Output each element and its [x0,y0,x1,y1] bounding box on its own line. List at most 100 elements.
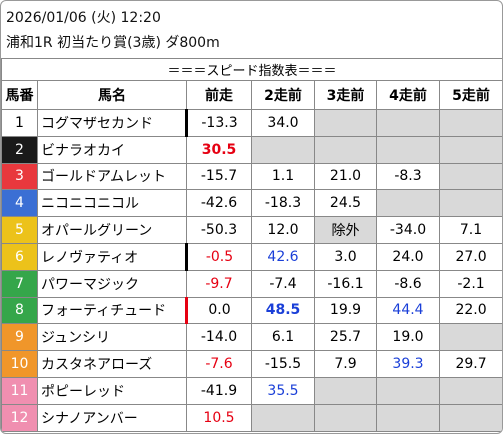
empty-cell [438,162,502,191]
empty-cell [438,135,502,164]
horse-row: 5 オパールグリーン -50.3 12.0 除外 -34.0 7.1 [1,216,502,244]
horse-number: 9 [1,323,38,352]
empty-cell [314,403,377,432]
empty-cell [376,403,440,432]
speed-index: -13.3 [185,109,252,137]
speed-index: 25.7 [314,323,377,352]
column-header: 4走前 [376,80,440,110]
empty-cell [376,135,440,164]
empty-cell [376,109,440,137]
horse-row: 3 ゴールドアムレット -15.7 1.1 21.0 -8.3 [1,162,502,191]
speed-index: 7.1 [438,216,502,244]
speed-index: -14.0 [186,323,252,352]
horse-number: 11 [1,376,38,405]
horse-row: 10 カスタネアローズ -7.6 -15.5 7.9 39.3 29.7 [1,350,502,378]
horse-row: 12 シナノアンバー 10.5 [1,403,502,432]
empty-cell [314,135,377,164]
speed-index: 19.0 [376,323,440,352]
date-time: 2026/01/06 (火) 12:20 [6,10,161,26]
empty-cell [251,135,315,164]
horse-number: 8 [1,296,38,325]
speed-index: 22.0 [438,296,502,325]
horse-name: カスタネアローズ [37,350,187,378]
speed-index: 35.5 [251,376,315,405]
speed-index: 21.0 [314,162,377,191]
horse-number: 1 [1,109,38,137]
horse-name: パワーマジック [37,269,187,298]
speed-index: -42.6 [186,189,252,218]
header-row: 馬番 馬名 前走 2走前 3走前 4走前 5走前 [1,80,502,110]
empty-cell [314,376,377,405]
speed-index: -50.3 [186,216,252,244]
speed-index: -34.0 [376,216,440,244]
horse-name: シナノアンバー [37,403,187,432]
speed-index: 24.5 [314,189,377,218]
empty-cell [251,403,315,432]
horse-row: 7 パワーマジック -9.7 -7.4 -16.1 -8.6 -2.1 [1,269,502,298]
race-info: 浦和1R 初当たり賞(3歳) ダ800m [6,35,220,51]
speed-index: 0.0 [185,296,252,325]
horse-row: 2 ビナラオカイ 30.5 [1,135,502,164]
column-header: 2走前 [251,80,315,110]
title-row: ＝＝＝スピード指数表＝＝＝ [1,58,502,81]
horse-row: 8 フォーティチュード 0.0 48.5 19.9 44.4 22.0 [1,296,502,325]
speed-index: 除外 [314,216,377,244]
horse-name: ポピーレッド [37,376,187,405]
empty-cell [438,376,502,405]
table-title: ＝＝＝スピード指数表＝＝＝ [1,58,502,81]
speed-index: 3.0 [314,242,377,271]
speed-table: ＝＝＝スピード指数表＝＝＝ 馬番 馬名 前走 2走前 3走前 4走前 5走前 1 コグマザセカンド… [1,58,502,432]
horse-row: 9 ジュンシリ -14.0 6.1 25.7 19.0 [1,323,502,352]
horse-name: コグマザセカンド [37,109,187,137]
horse-number: 3 [1,162,38,191]
speed-index: 1.1 [251,162,315,191]
speed-index: -2.1 [438,269,502,298]
horse-number: 12 [1,403,38,432]
horse-name: オパールグリーン [37,216,187,244]
speed-index: 24.0 [376,242,440,271]
speed-index: 12.0 [251,216,315,244]
horse-row: 11 ポピーレッド -41.9 35.5 [1,376,502,405]
speed-index: 39.3 [376,350,440,378]
speed-index: -0.5 [185,242,252,271]
horse-row: 4 ニコニコニコル -42.6 -18.3 24.5 [1,189,502,218]
empty-cell [376,189,440,218]
column-header: 5走前 [438,80,502,110]
speed-index: 7.9 [314,350,377,378]
horse-name: ビナラオカイ [37,135,187,164]
speed-index: 30.5 [186,135,252,164]
speed-index: -15.5 [251,350,315,378]
speed-index: 42.6 [251,242,315,271]
horse-name: ニコニコニコル [37,189,187,218]
horse-name: レノヴァティオ [37,242,187,271]
horse-name: フォーティチュード [37,296,187,325]
horse-row: 6 レノヴァティオ -0.5 42.6 3.0 24.0 27.0 [1,242,502,271]
empty-cell [438,189,502,218]
speed-index: -7.4 [251,269,315,298]
horse-number: 5 [1,216,38,244]
column-header: 3走前 [314,80,377,110]
speed-index: -16.1 [314,269,377,298]
empty-cell [314,109,377,137]
column-header: 馬名 [37,80,187,110]
speed-index: -8.6 [376,269,440,298]
speed-index: -8.3 [376,162,440,191]
speed-index: 10.5 [186,403,252,432]
speed-index: 48.5 [251,296,315,325]
speed-index: -15.7 [186,162,252,191]
speed-index: 19.9 [314,296,377,325]
speed-index: 29.7 [438,350,502,378]
speed-index: -7.6 [186,350,252,378]
speed-index: 34.0 [251,109,315,137]
speed-index: 44.4 [376,296,440,325]
horse-number: 7 [1,269,38,298]
column-header: 前走 [186,80,252,110]
horse-row: 1 コグマザセカンド -13.3 34.0 [1,109,502,137]
horse-number: 4 [1,189,38,218]
speed-index: -41.9 [186,376,252,405]
empty-cell [438,109,502,137]
speed-index: 27.0 [438,242,502,271]
horse-number: 10 [1,350,38,378]
horse-number: 2 [1,135,38,164]
